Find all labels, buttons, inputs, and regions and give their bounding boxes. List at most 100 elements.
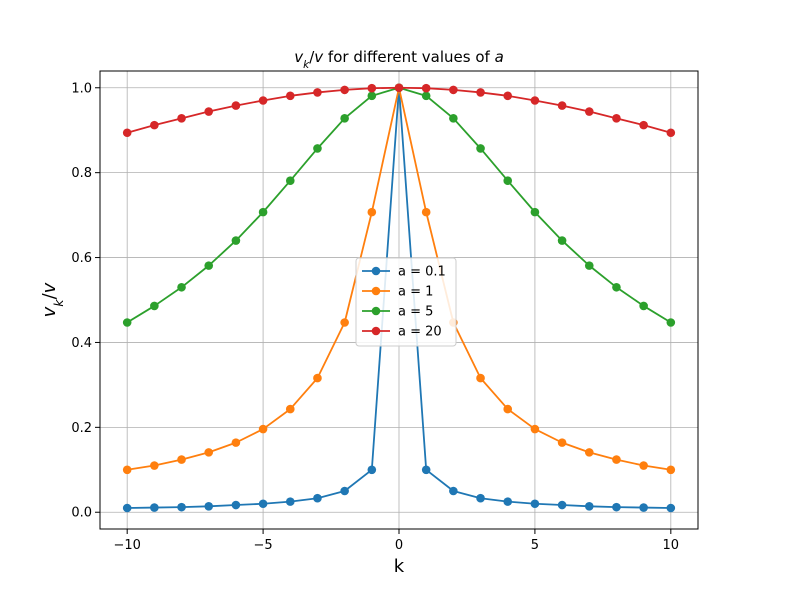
data-point xyxy=(449,85,458,95)
data-point xyxy=(258,96,268,105)
label-segment: v xyxy=(294,48,304,66)
data-point xyxy=(177,455,186,464)
data-point xyxy=(204,261,214,270)
y-tick-label: 0.0 xyxy=(71,506,92,521)
data-point xyxy=(666,318,676,327)
y-tick-label: 0.2 xyxy=(71,421,92,436)
label-segment: / xyxy=(39,292,60,299)
y-tick-label: 0.6 xyxy=(71,251,92,266)
legend-item: a = 0.1 xyxy=(362,265,446,280)
legend-marker xyxy=(371,306,381,316)
data-point xyxy=(177,282,186,292)
legend-marker xyxy=(371,286,381,296)
data-point xyxy=(150,301,159,311)
data-point xyxy=(421,83,431,93)
data-point xyxy=(612,502,621,512)
data-point xyxy=(666,503,676,513)
data-point xyxy=(584,501,594,511)
data-point xyxy=(476,88,485,97)
legend-marker xyxy=(371,326,381,336)
data-point xyxy=(285,497,295,506)
data-point xyxy=(557,500,567,510)
data-point xyxy=(122,318,132,327)
x-tick-label: 5 xyxy=(531,538,539,553)
data-point xyxy=(285,91,295,101)
data-point xyxy=(204,448,214,457)
x-tick-label: −10 xyxy=(113,538,140,553)
y-tick-label: 0.8 xyxy=(71,166,92,181)
data-point xyxy=(503,497,513,506)
data-point xyxy=(150,461,159,470)
data-point xyxy=(639,503,648,512)
legend-box xyxy=(355,257,457,347)
data-point xyxy=(285,404,295,414)
label-segment: v xyxy=(314,48,324,66)
data-point xyxy=(340,114,349,123)
legend-item: a = 5 xyxy=(362,305,433,320)
data-point xyxy=(666,128,676,138)
data-point xyxy=(449,486,458,496)
label-segment: v xyxy=(39,306,60,317)
legend-label: a = 20 xyxy=(398,325,442,340)
data-point xyxy=(231,500,241,510)
legend: a = 0.1 a = 1 a = 5 a = 20 xyxy=(355,257,457,347)
data-point xyxy=(476,144,485,153)
data-point xyxy=(258,207,268,217)
y-axis-label: vk/v xyxy=(39,282,66,317)
y-tick-label: 1.0 xyxy=(71,81,92,96)
data-point xyxy=(367,91,377,101)
data-point xyxy=(340,85,349,95)
legend-item: a = 20 xyxy=(362,325,442,340)
data-point xyxy=(476,373,485,383)
x-axis-label: k xyxy=(394,556,405,577)
data-point xyxy=(584,448,594,457)
data-point xyxy=(639,301,648,311)
data-point xyxy=(639,120,648,130)
data-point xyxy=(231,236,241,245)
data-point xyxy=(584,107,594,116)
ticks: −10 −5 0 5 10 0.0 0.2 0.4 0.6 0.8 1.0 xyxy=(71,81,679,553)
data-point xyxy=(340,318,349,327)
data-point xyxy=(639,461,648,470)
data-point xyxy=(150,120,159,130)
data-point xyxy=(449,114,458,123)
data-point xyxy=(258,499,268,509)
data-point xyxy=(231,101,241,110)
data-point xyxy=(258,424,268,434)
data-point xyxy=(612,114,621,123)
data-point xyxy=(394,83,404,93)
data-point xyxy=(177,114,186,123)
legend-item: a = 1 xyxy=(362,285,433,300)
data-point xyxy=(557,101,567,110)
data-point xyxy=(557,236,567,245)
data-point xyxy=(122,503,132,513)
label-segment: v xyxy=(39,282,60,293)
data-point xyxy=(530,499,540,509)
y-tick-label: 0.4 xyxy=(71,336,92,351)
data-point xyxy=(421,465,431,475)
data-point xyxy=(503,404,513,414)
data-point xyxy=(584,261,594,270)
x-tick-label: 10 xyxy=(663,538,680,553)
series-layer xyxy=(122,83,676,513)
legend-label: a = 0.1 xyxy=(398,265,446,280)
data-point xyxy=(313,144,322,153)
data-point xyxy=(177,502,186,512)
chart-title: vk/v for different values of a xyxy=(294,48,504,71)
data-point xyxy=(530,424,540,434)
legend-label: a = 5 xyxy=(398,305,433,320)
x-tick-label: −5 xyxy=(254,538,273,553)
data-point xyxy=(122,465,132,475)
data-point xyxy=(367,83,377,93)
data-point xyxy=(204,501,214,511)
data-point xyxy=(530,207,540,217)
x-tick-label: 0 xyxy=(395,538,403,553)
data-point xyxy=(421,207,431,217)
label-segment: k xyxy=(303,59,310,71)
data-point xyxy=(612,455,621,464)
data-point xyxy=(367,465,377,475)
data-point xyxy=(313,493,322,503)
data-point xyxy=(666,465,676,475)
